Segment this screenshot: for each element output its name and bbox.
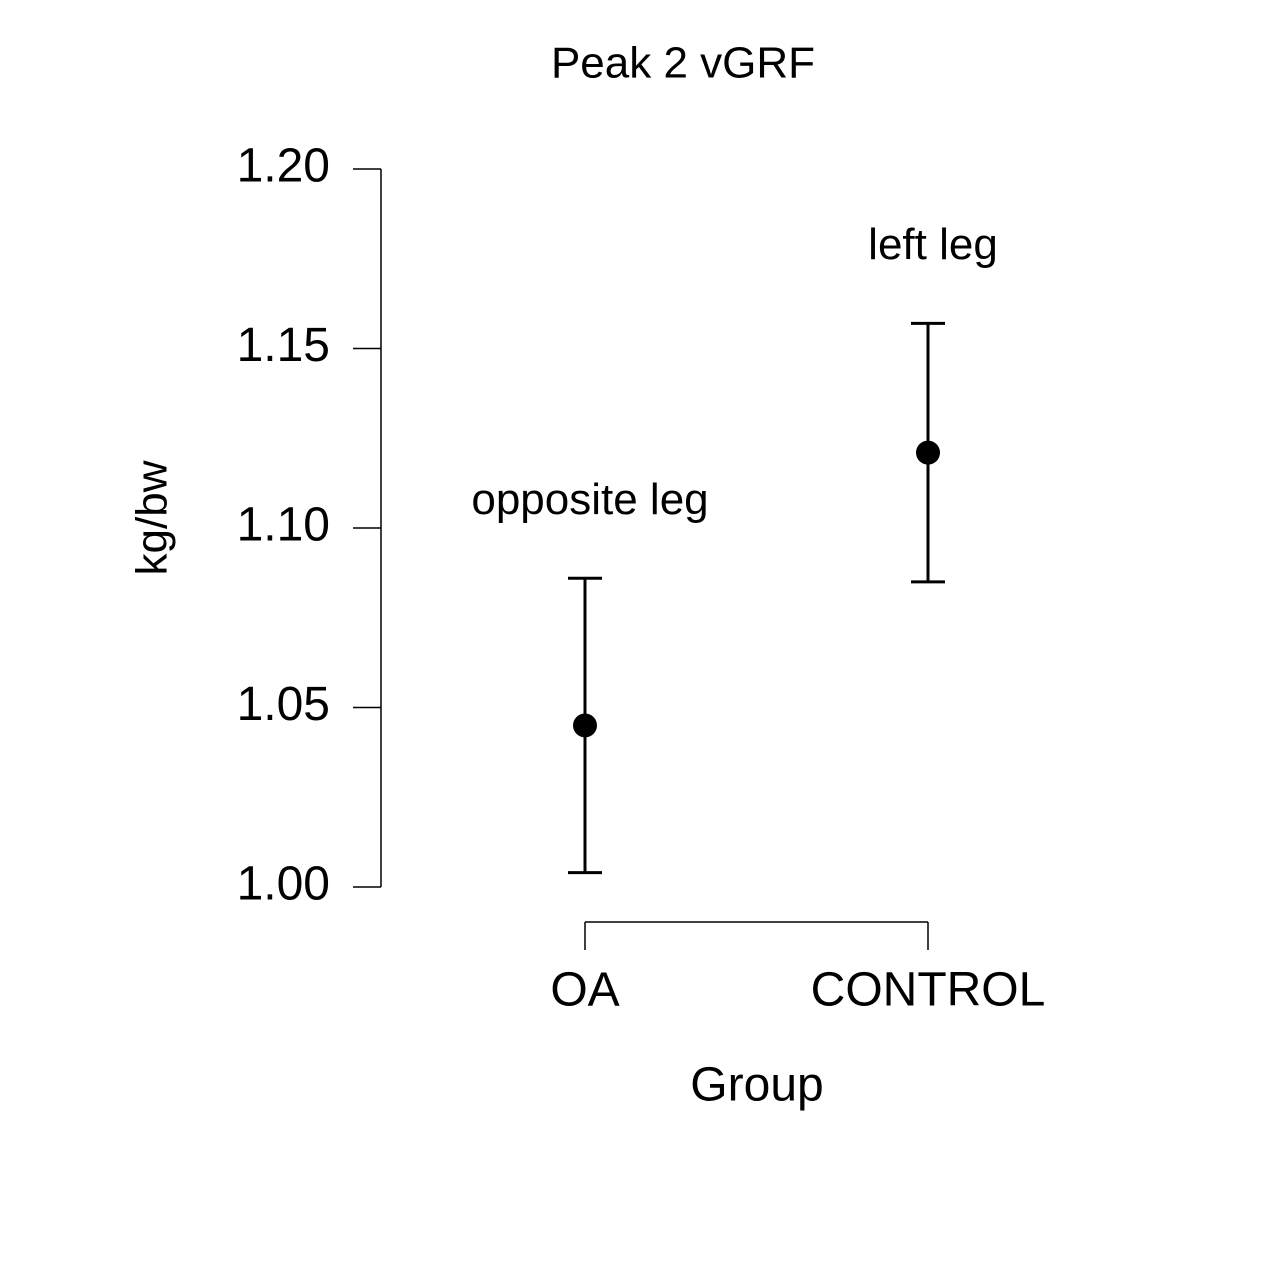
annotation: opposite leg <box>471 475 708 524</box>
x-axis-label: Group <box>690 1059 823 1112</box>
chart-title: Peak 2 vGRF <box>551 39 815 88</box>
y-tick-label: 1.05 <box>237 678 330 731</box>
point <box>573 713 597 738</box>
point <box>916 440 940 465</box>
y-axis-label: kg/bw <box>128 460 177 575</box>
x-tick-label: OA <box>550 964 619 1017</box>
x-tick-label: CONTROL <box>811 964 1046 1017</box>
y-tick-label: 1.15 <box>237 319 330 372</box>
annotation: left leg <box>868 220 998 269</box>
y-tick-label: 1.00 <box>237 858 330 911</box>
y-tick-label: 1.10 <box>237 499 330 552</box>
y-tick-label: 1.20 <box>237 140 330 193</box>
